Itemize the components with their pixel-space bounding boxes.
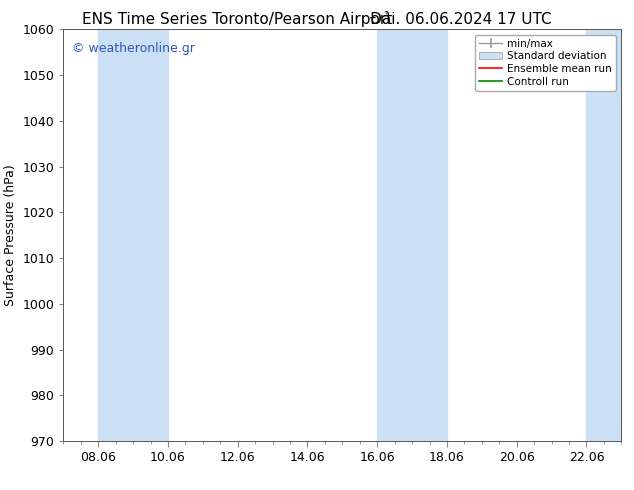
Text: ENS Time Series Toronto/Pearson Airport: ENS Time Series Toronto/Pearson Airport (82, 12, 392, 27)
Bar (586, 29, 621, 441)
Y-axis label: Surface Pressure (hPa): Surface Pressure (hPa) (4, 164, 17, 306)
Bar (98, 29, 168, 441)
Text: © weatheronline.gr: © weatheronline.gr (72, 42, 195, 55)
Legend: min/max, Standard deviation, Ensemble mean run, Controll run: min/max, Standard deviation, Ensemble me… (475, 35, 616, 91)
Bar (377, 29, 447, 441)
Text: Đải. 06.06.2024 17 UTC: Đải. 06.06.2024 17 UTC (370, 12, 552, 27)
